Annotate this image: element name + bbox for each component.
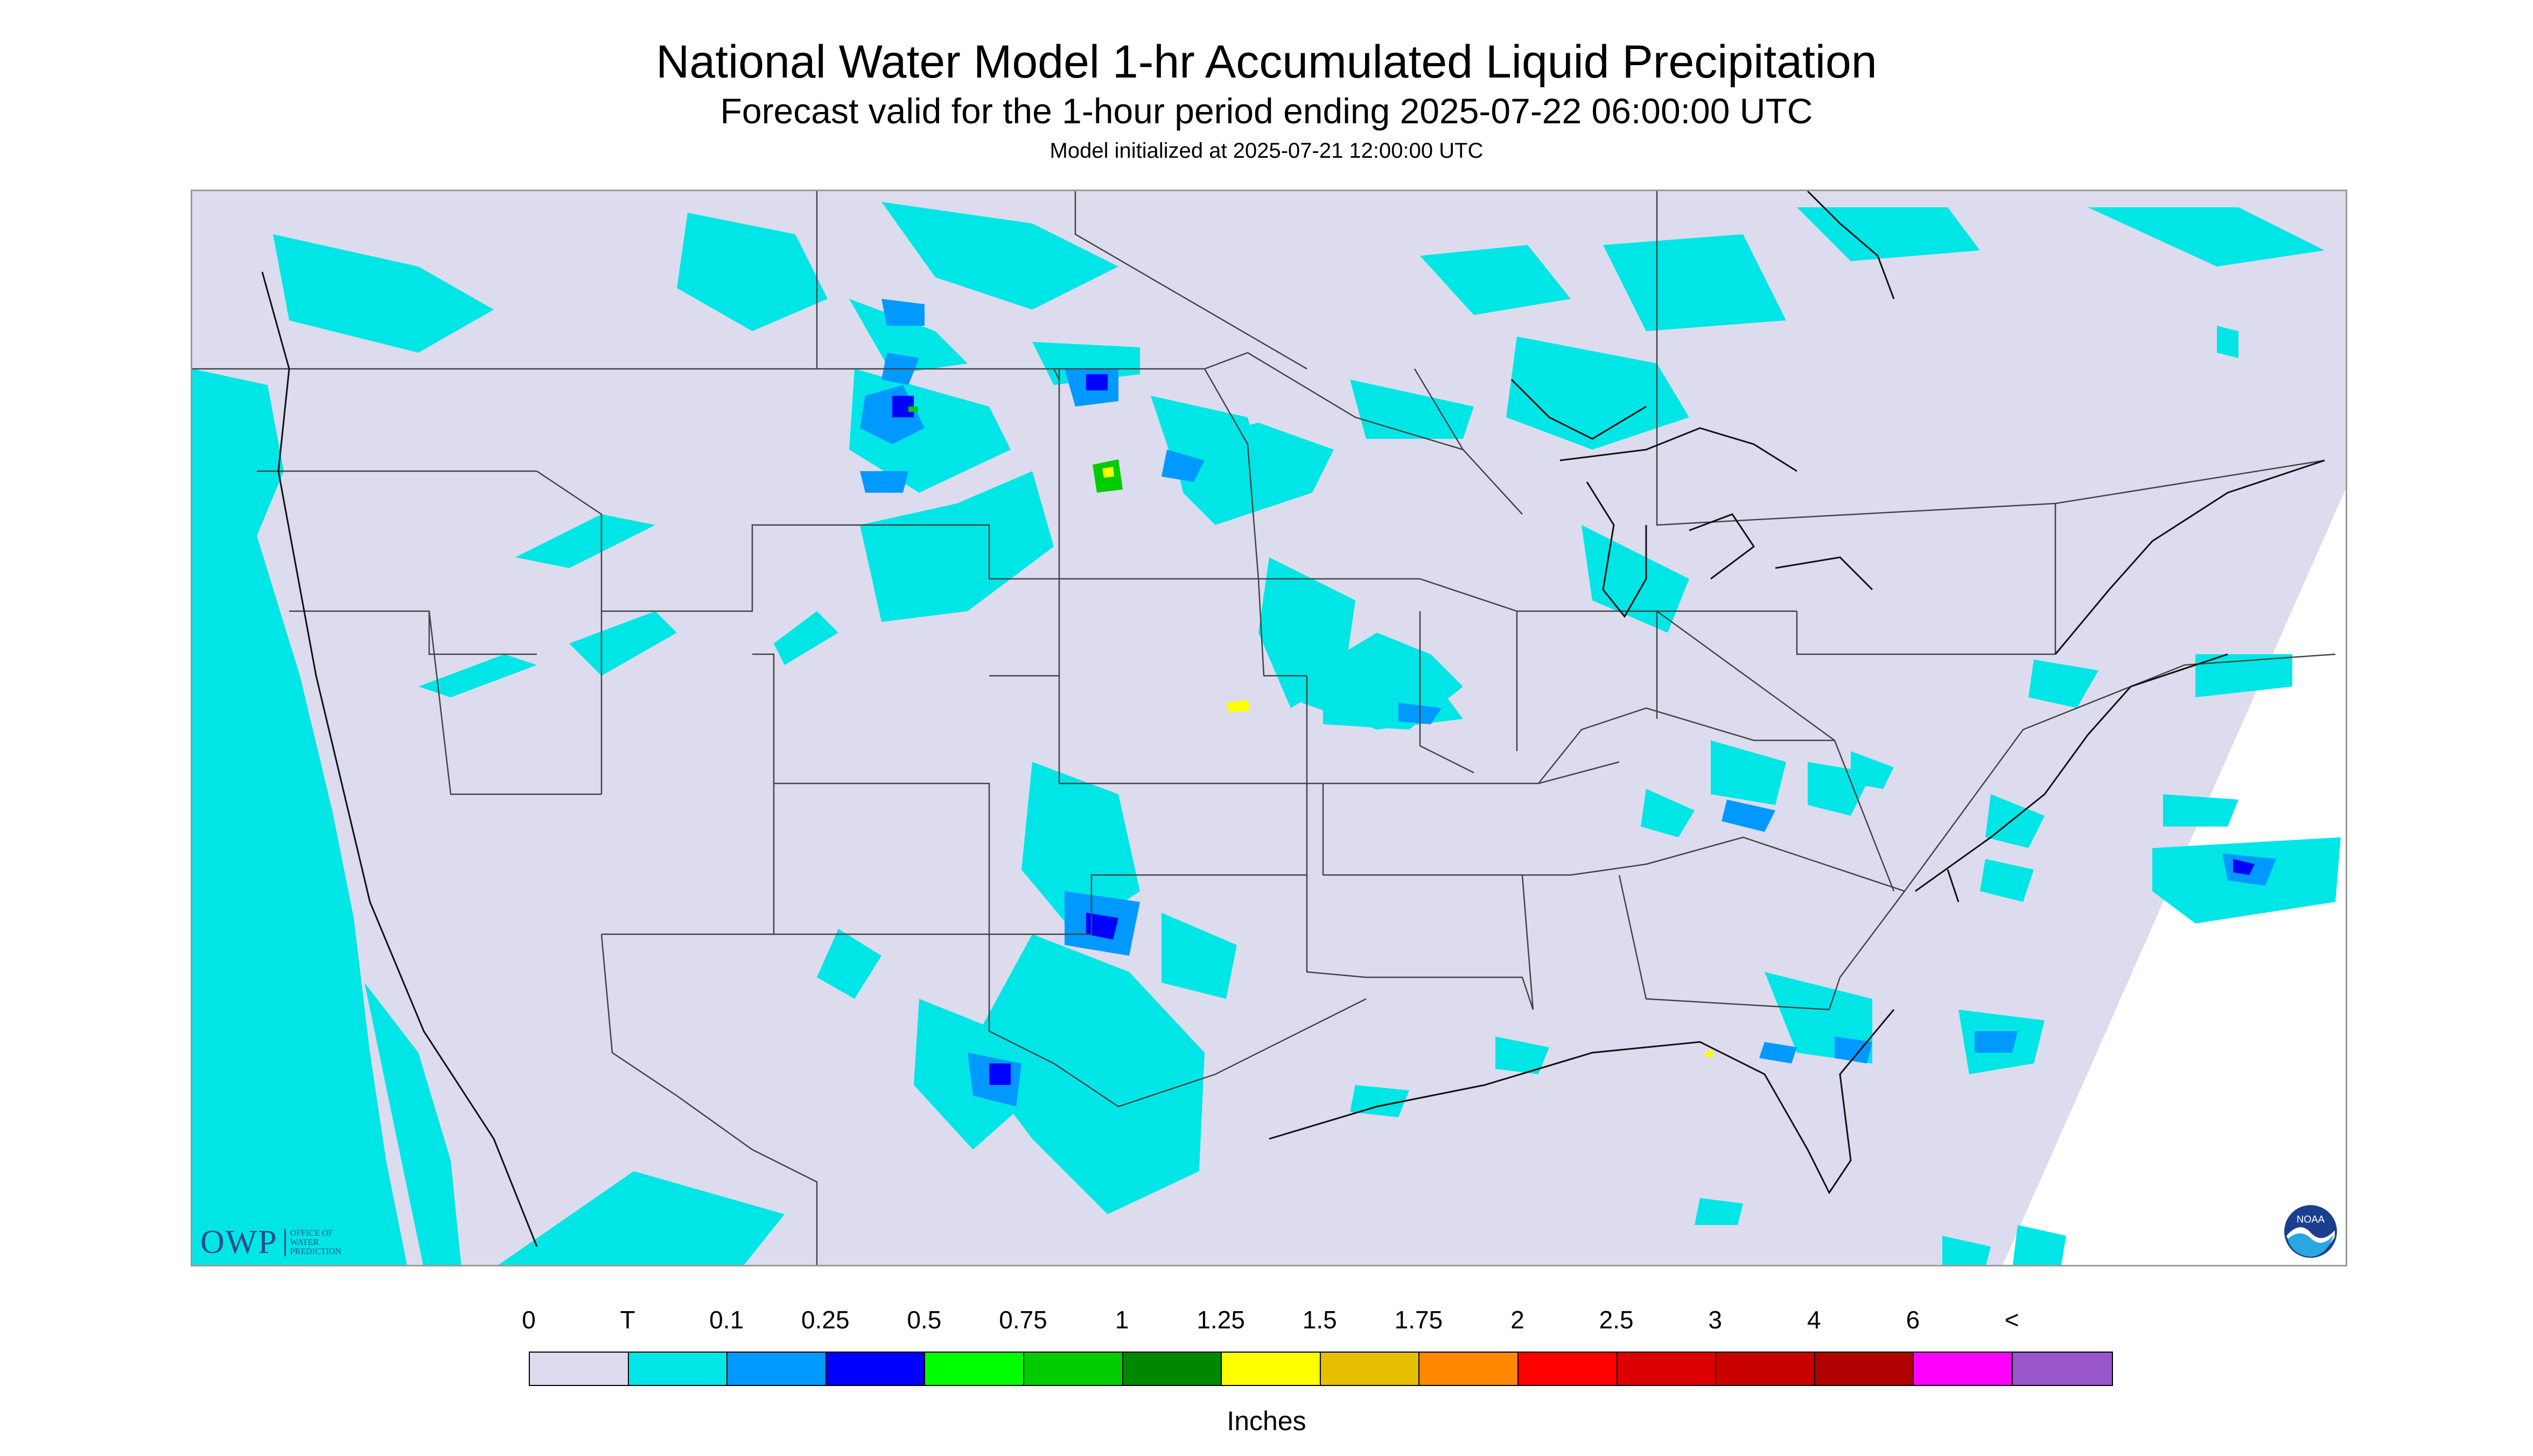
coastlines	[261, 191, 2325, 1247]
legend-tick-label: 0.5	[907, 1306, 942, 1334]
legend-tick-label: 6	[1906, 1306, 1920, 1334]
legend-swatch	[826, 1353, 926, 1385]
legend-tick-label: 1.75	[1394, 1306, 1443, 1334]
legend-swatch	[1716, 1353, 1815, 1385]
model-init-text: Model initialized at 2025-07-21 12:00:00…	[1049, 139, 1484, 163]
owp-logo-mark: OWP	[200, 1223, 278, 1261]
noaa-logo: NOAA	[2284, 1205, 2337, 1258]
legend-swatch	[1914, 1353, 2013, 1385]
legend-swatch	[925, 1353, 1024, 1385]
legend-swatch	[1617, 1353, 1717, 1385]
map-title: National Water Model 1-hr Accumulated Li…	[656, 36, 1877, 88]
legend-swatch	[628, 1353, 728, 1385]
legend-units-label: Inches	[1227, 1406, 1306, 1436]
legend-tick-label: 1.5	[1302, 1306, 1337, 1334]
legend-swatch	[530, 1353, 629, 1385]
legend-swatch	[1222, 1353, 1321, 1385]
legend-tick-label: 2.5	[1599, 1306, 1634, 1334]
legend-tick-label: 4	[1807, 1306, 1821, 1334]
legend-tick-label: <	[2004, 1306, 2019, 1334]
legend-swatch	[1815, 1353, 1914, 1385]
map-subtitle: Forecast valid for the 1-hour period end…	[720, 91, 1813, 131]
legend-tick-label: 0.25	[801, 1306, 850, 1334]
moderate-precip-cores	[892, 374, 2255, 1085]
legend-swatch	[1419, 1353, 1519, 1385]
legend-swatch	[727, 1353, 827, 1385]
legend-tick-labels: 0 T 0.1 0.25 0.5 0.75 1 1.25 1.5 1.75 2 2.5 3 4 6 <	[522, 1305, 2019, 1348]
svg-text:NOAA: NOAA	[2297, 1214, 2325, 1225]
legend-tick-label: 0.75	[999, 1306, 1047, 1334]
legend-tick-label: 0	[522, 1306, 536, 1334]
legend-color-bar	[529, 1352, 2113, 1386]
legend-tick-label: 0.1	[709, 1306, 744, 1334]
very-heavy-precip-cores	[1102, 467, 1714, 1057]
legend-tick-label: 1	[1115, 1306, 1129, 1334]
trace-precip-areas	[192, 202, 2341, 1265]
boundary-lines	[192, 191, 2336, 1265]
legend-tick-label: 3	[1708, 1306, 1722, 1334]
legend-tick-label: 1.25	[1196, 1306, 1245, 1334]
owp-logo: OWP OFFICE OF WATER PREDICTION	[200, 1223, 341, 1261]
legend-swatch	[1024, 1353, 1123, 1385]
color-legend: 0 T 0.1 0.25 0.5 0.75 1 1.25 1.5 1.75 2 2.5 3 4 6 <	[522, 1305, 2113, 1386]
precipitation-map[interactable]	[191, 190, 2347, 1266]
legend-swatch	[1123, 1353, 1222, 1385]
legend-swatch	[2012, 1353, 2112, 1385]
legend-tick-label: 2	[1510, 1306, 1524, 1334]
legend-tick-label: T	[620, 1306, 635, 1334]
owp-logo-text: OFFICE OF WATER PREDICTION	[284, 1228, 341, 1256]
legend-swatch	[1518, 1353, 1618, 1385]
legend-swatch	[1320, 1353, 1420, 1385]
map-canvas	[192, 191, 2346, 1265]
